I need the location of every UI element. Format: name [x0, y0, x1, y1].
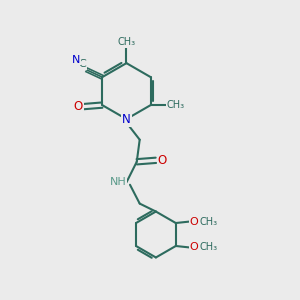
Text: CH₃: CH₃: [167, 100, 185, 110]
Text: O: O: [158, 154, 167, 167]
Text: N: N: [72, 55, 80, 64]
Text: O: O: [74, 100, 83, 113]
Text: CH₃: CH₃: [117, 37, 136, 47]
Text: NH: NH: [110, 177, 127, 188]
Text: N: N: [122, 112, 131, 126]
Text: C: C: [79, 59, 86, 69]
Text: CH₃: CH₃: [200, 217, 218, 226]
Text: O: O: [190, 242, 198, 253]
Text: O: O: [190, 217, 198, 226]
Text: CH₃: CH₃: [200, 242, 218, 253]
